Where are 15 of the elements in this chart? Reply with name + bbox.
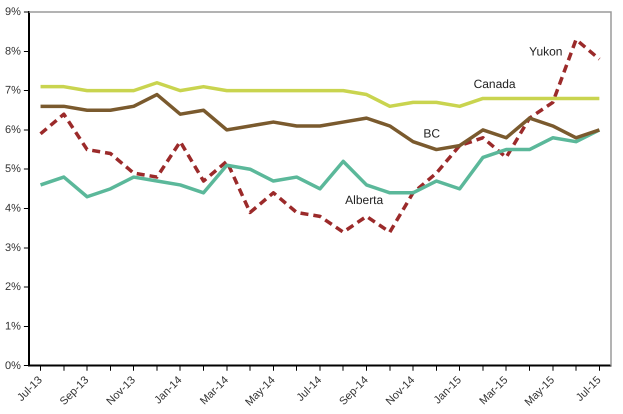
series-label: Yukon [529, 44, 562, 58]
y-tick-label: 3% [4, 242, 22, 254]
y-tick-label: 9% [4, 6, 22, 18]
series-label: BC [423, 126, 440, 140]
line-series [38, 38, 602, 234]
y-tick-label: 7% [4, 84, 22, 97]
y-tick-label: 2% [4, 281, 22, 294]
y-tick-label: 6% [4, 124, 22, 136]
y-tick-label: 8% [4, 45, 22, 58]
series-label: Canada [474, 76, 516, 91]
y-tick-label: 5% [4, 163, 22, 176]
y-tick-label: 1% [4, 320, 22, 332]
series-label: Alberta [345, 192, 384, 207]
y-tick-label: 4% [4, 202, 22, 215]
y-tick-label: 0% [4, 360, 22, 372]
